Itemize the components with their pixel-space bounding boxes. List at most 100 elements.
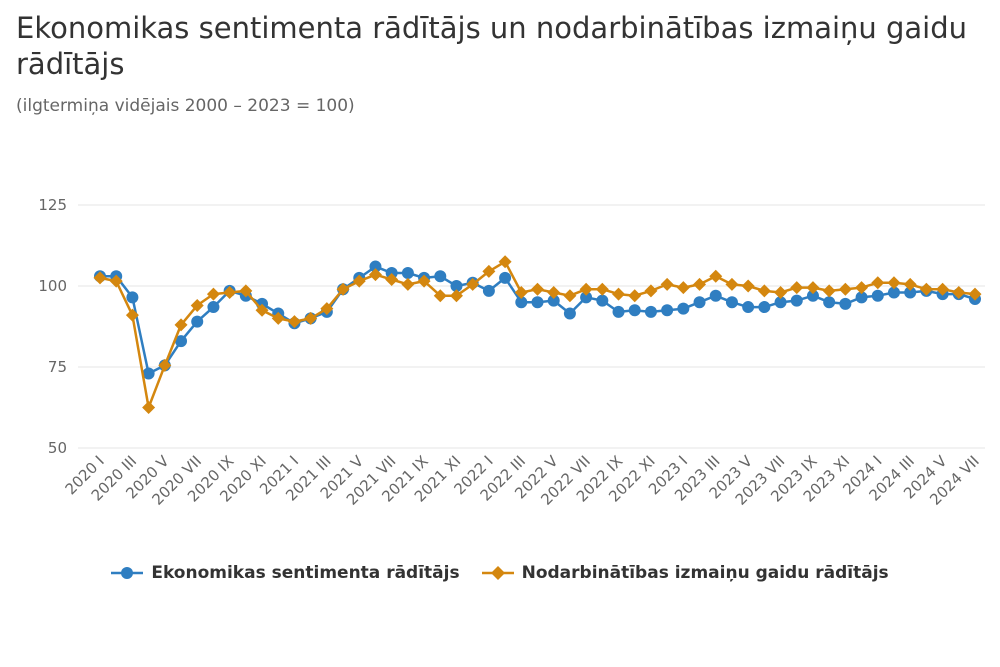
data-point-series-2 — [449, 289, 463, 303]
data-point-series-2 — [741, 279, 755, 293]
data-point-series-1 — [628, 304, 641, 317]
data-point-series-1 — [207, 301, 220, 314]
data-point-series-1 — [823, 296, 836, 309]
data-point-series-1 — [839, 297, 852, 310]
data-point-series-2 — [612, 287, 626, 301]
data-point-series-2 — [660, 277, 674, 291]
data-point-series-2 — [676, 281, 690, 295]
data-point-series-2 — [287, 315, 301, 329]
data-point-series-2 — [466, 277, 480, 291]
data-point-series-1 — [742, 301, 755, 314]
data-point-series-1 — [126, 291, 139, 304]
data-point-series-2 — [774, 285, 788, 299]
data-point-series-2 — [547, 285, 561, 299]
data-point-series-1 — [515, 296, 528, 309]
data-point-series-1 — [904, 286, 917, 299]
data-point-series-2 — [417, 274, 431, 288]
data-point-series-1 — [774, 296, 787, 309]
legend: Ekonomikas sentimenta rādītājs Nodarbinā… — [0, 563, 1000, 583]
legend-label-employment: Nodarbinātības izmaiņu gaidu rādītājs — [521, 563, 889, 583]
data-point-series-1 — [871, 289, 884, 302]
data-point-series-2 — [952, 285, 966, 299]
data-point-series-1 — [596, 294, 609, 307]
data-point-series-2 — [871, 276, 885, 290]
data-point-series-1 — [499, 271, 512, 284]
data-point-series-1 — [790, 294, 803, 307]
legend-label-sentiment: Ekonomikas sentimenta rādītājs — [151, 563, 460, 583]
data-point-series-2 — [271, 311, 285, 325]
data-point-series-2 — [433, 289, 447, 303]
data-point-series-1 — [855, 291, 868, 304]
data-point-series-2 — [498, 255, 512, 269]
data-point-series-2 — [806, 281, 820, 295]
y-tick-label: 125 — [38, 196, 67, 214]
data-point-series-2 — [320, 302, 334, 316]
data-point-series-1 — [142, 367, 155, 380]
data-point-series-2 — [822, 284, 836, 298]
data-point-series-1 — [887, 286, 900, 299]
legend-item-sentiment[interactable]: Ekonomikas sentimenta rādītājs — [111, 563, 460, 583]
data-point-series-2 — [93, 271, 107, 285]
data-point-series-1 — [547, 294, 560, 307]
y-tick-label: 50 — [48, 439, 67, 457]
data-point-series-2 — [725, 277, 739, 291]
data-point-series-1 — [806, 289, 819, 302]
data-point-series-2 — [385, 273, 399, 287]
diamond-marker-icon — [481, 566, 514, 580]
data-point-series-1 — [369, 260, 382, 273]
data-point-series-1 — [612, 305, 625, 318]
data-point-series-1 — [482, 284, 495, 297]
data-point-series-1 — [450, 280, 463, 292]
data-point-series-1 — [563, 307, 576, 320]
data-point-series-1 — [434, 270, 447, 283]
data-point-series-1 — [661, 304, 674, 317]
data-point-series-2 — [336, 282, 350, 296]
data-point-series-2 — [903, 277, 917, 291]
data-point-series-1 — [531, 296, 544, 309]
data-point-series-2 — [968, 287, 982, 301]
data-point-series-2 — [693, 277, 707, 291]
data-point-series-2 — [936, 282, 950, 296]
data-point-series-1 — [758, 301, 771, 314]
circle-marker-icon — [111, 567, 144, 579]
data-point-series-2 — [174, 318, 188, 332]
data-point-series-2 — [142, 401, 156, 414]
data-point-series-2 — [919, 282, 933, 296]
data-point-series-2 — [401, 277, 415, 291]
data-point-series-2 — [563, 289, 577, 303]
chart-title: Ekonomikas sentimenta rādītājs un nodarb… — [16, 11, 968, 81]
data-point-series-2 — [368, 268, 382, 282]
data-point-series-2 — [223, 285, 237, 299]
data-point-series-2 — [352, 274, 366, 288]
data-point-series-2 — [595, 282, 609, 296]
data-point-series-1 — [709, 289, 722, 302]
chart-subtitle: (ilgtermiņa vidējais 2000 – 2023 = 100) — [16, 96, 355, 116]
legend-item-employment[interactable]: Nodarbinātības izmaiņu gaidu rādītājs — [481, 563, 889, 583]
data-point-series-2 — [790, 281, 804, 295]
data-point-series-2 — [255, 303, 269, 317]
data-point-series-2 — [887, 276, 901, 290]
data-point-series-2 — [206, 287, 220, 301]
data-point-series-2 — [239, 284, 253, 298]
data-point-series-1 — [725, 296, 738, 309]
data-point-series-1 — [401, 267, 414, 280]
data-point-series-2 — [709, 269, 723, 283]
data-point-series-2 — [757, 284, 771, 298]
data-point-series-2 — [109, 274, 123, 288]
data-point-series-1 — [677, 302, 690, 315]
data-point-series-1 — [191, 315, 204, 328]
data-point-series-2 — [190, 298, 204, 312]
data-point-series-2 — [304, 311, 318, 325]
data-point-series-2 — [531, 282, 544, 296]
data-point-series-2 — [125, 308, 139, 322]
data-point-series-2 — [644, 284, 658, 298]
data-point-series-2 — [628, 289, 642, 303]
data-point-series-1 — [693, 296, 706, 309]
y-tick-label: 100 — [38, 277, 67, 295]
series-line-1 — [100, 265, 976, 375]
y-tick-label: 75 — [48, 358, 67, 376]
data-point-series-1 — [175, 335, 188, 348]
data-point-series-1 — [580, 291, 593, 304]
data-point-series-2 — [838, 282, 852, 296]
